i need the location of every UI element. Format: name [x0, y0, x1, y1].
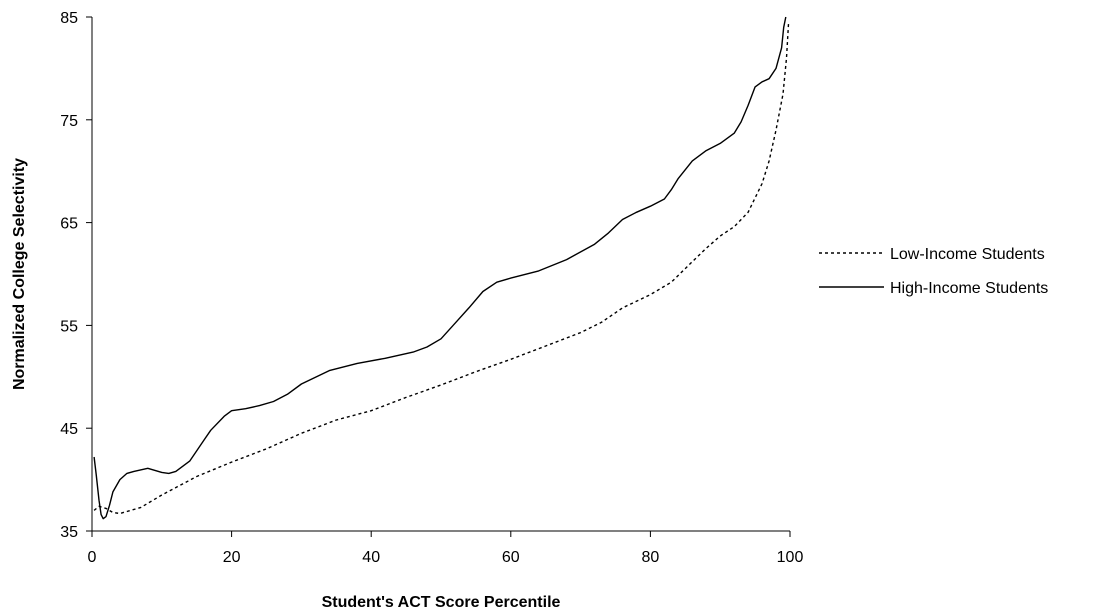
- y-tick-label: 85: [60, 10, 78, 27]
- x-tick-label: 20: [223, 549, 241, 566]
- series-line-high-income: [94, 17, 786, 519]
- legend: Low-Income Students High-Income Students: [819, 246, 1048, 297]
- y-tick-label: 65: [60, 216, 78, 233]
- x-tick-label: 100: [777, 549, 804, 566]
- x-axis-title: Student's ACT Score Percentile: [322, 594, 561, 611]
- axes: [92, 17, 790, 531]
- x-tick-label: 40: [362, 549, 380, 566]
- y-tick-label: 35: [60, 524, 78, 541]
- x-tick-label: 60: [502, 549, 520, 566]
- legend-label: Low-Income Students: [890, 246, 1045, 263]
- series-line-low-income: [94, 22, 789, 513]
- x-axis-ticks: 0 20 40 60 80 100: [88, 531, 804, 566]
- y-tick-label: 75: [60, 113, 78, 130]
- x-tick-label: 80: [642, 549, 660, 566]
- y-axis-ticks: 35 45 55 65 75 85: [60, 10, 92, 541]
- y-tick-label: 45: [60, 421, 78, 438]
- y-tick-label: 55: [60, 318, 78, 335]
- y-axis-title: Normalized College Selectivity: [11, 158, 28, 390]
- series-lines: [94, 17, 789, 519]
- x-tick-label: 0: [88, 549, 97, 566]
- legend-label: High-Income Students: [890, 280, 1048, 297]
